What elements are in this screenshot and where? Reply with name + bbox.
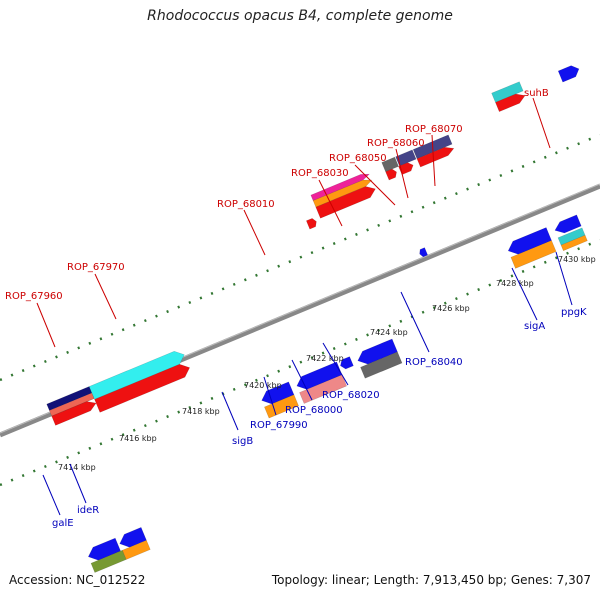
callout-line [322, 342, 349, 386]
reverse-gene-labels: galE ideR sigB ROP_67990 ROP_68000 ROP_6… [52, 307, 587, 529]
gene-label-rop-68060[interactable]: ROP_68060 [367, 138, 425, 149]
forward-gene-feature[interactable] [385, 168, 399, 181]
reverse-gene-feature[interactable] [418, 247, 428, 258]
reverse-gene-feature[interactable] [360, 351, 403, 379]
gene-label-siga[interactable]: sigA [524, 321, 545, 332]
callout-line [221, 391, 239, 431]
reverse-features [87, 214, 588, 573]
forward-gene-feature[interactable] [416, 144, 456, 168]
reverse-gene-feature[interactable] [560, 234, 588, 252]
gene-label-rop-68050[interactable]: ROP_68050 [329, 153, 387, 164]
gene-label-rop-67960[interactable]: ROP_67960 [5, 291, 63, 302]
reverse-gene-feature[interactable] [299, 374, 347, 404]
forward-gene-feature[interactable] [51, 398, 98, 426]
callout-line [532, 97, 551, 149]
topology-text: Topology: linear; Length: 7,913,450 bp; … [271, 573, 591, 587]
accession-text: Accession: NC_012522 [9, 573, 146, 587]
gene-label-rop-68020[interactable]: ROP_68020 [322, 390, 380, 401]
callout-line [511, 267, 538, 321]
reverse-gene-feature[interactable] [553, 214, 582, 236]
callout-line [555, 251, 573, 306]
scale-label: 7416 kbp [119, 434, 157, 443]
callout-line [395, 148, 409, 199]
scale-labels: 7414 kbp 7416 kbp 7418 kbp 7420 kbp 7422… [58, 255, 596, 472]
scale-label: 7420 kbp [244, 381, 282, 390]
gene-label-rop-68030[interactable]: ROP_68030 [291, 168, 349, 179]
scale-label: 7428 kbp [496, 279, 534, 288]
gene-label-rop-68070[interactable]: ROP_68070 [405, 124, 463, 135]
gene-label-rop-68010[interactable]: ROP_68010 [217, 199, 275, 210]
callout-line [42, 474, 61, 516]
forward-gene-feature[interactable] [398, 161, 415, 176]
forward-callouts [36, 97, 551, 348]
scale-label: 7424 kbp [370, 328, 408, 337]
forward-gene-labels: ROP_67960 ROP_67970 ROP_68010 ROP_68030 … [5, 88, 549, 302]
callout-line [318, 179, 343, 227]
reverse-gene-feature[interactable] [339, 356, 354, 371]
gene-label-suhb[interactable]: suhB [524, 88, 549, 99]
callout-line [94, 273, 117, 320]
reverse-gene-feature[interactable] [264, 394, 299, 419]
gene-label-ider[interactable]: ideR [77, 505, 99, 516]
forward-gene-feature[interactable] [88, 348, 187, 400]
map-title: Rhodococcus opacus B4, complete genome [147, 8, 453, 24]
callout-line [69, 463, 87, 504]
reverse-gene-feature[interactable] [510, 240, 557, 269]
callout-line [291, 359, 313, 401]
forward-gene-feature[interactable] [94, 361, 193, 413]
reverse-callouts [42, 251, 573, 516]
gene-label-gale[interactable]: galE [52, 518, 74, 529]
forward-gene-feature[interactable] [557, 63, 581, 83]
gene-label-rop-67990[interactable]: ROP_67990 [250, 420, 308, 431]
callout-line [354, 164, 396, 206]
gene-label-rop-68000[interactable]: ROP_68000 [285, 405, 343, 416]
callout-line [400, 291, 430, 353]
scale-label: 7426 kbp [432, 304, 470, 313]
reverse-scale-line [0, 238, 600, 487]
gene-label-rop-67970[interactable]: ROP_67970 [67, 262, 125, 273]
forward-gene-feature[interactable] [395, 149, 417, 167]
gene-label-sigb[interactable]: sigB [232, 436, 253, 447]
scale-label: 7414 kbp [58, 463, 96, 472]
callout-line [263, 376, 277, 416]
callout-line [36, 302, 56, 348]
scale-label: 7418 kbp [182, 407, 220, 416]
gene-label-rop-68040[interactable]: ROP_68040 [405, 357, 463, 368]
forward-gene-feature[interactable] [306, 217, 318, 230]
forward-features [46, 63, 581, 426]
forward-gene-feature[interactable] [315, 183, 378, 219]
forward-scale-line [0, 133, 600, 382]
reverse-gene-feature[interactable] [122, 539, 151, 560]
gene-label-ppgk[interactable]: ppgK [561, 307, 587, 318]
callout-line [431, 134, 436, 187]
scale-label: 7430 kbp [558, 255, 596, 264]
scale-label: 7422 kbp [306, 354, 344, 363]
forward-gene-feature[interactable] [495, 91, 527, 112]
callout-line [243, 209, 266, 256]
forward-gene-feature[interactable] [312, 177, 373, 208]
